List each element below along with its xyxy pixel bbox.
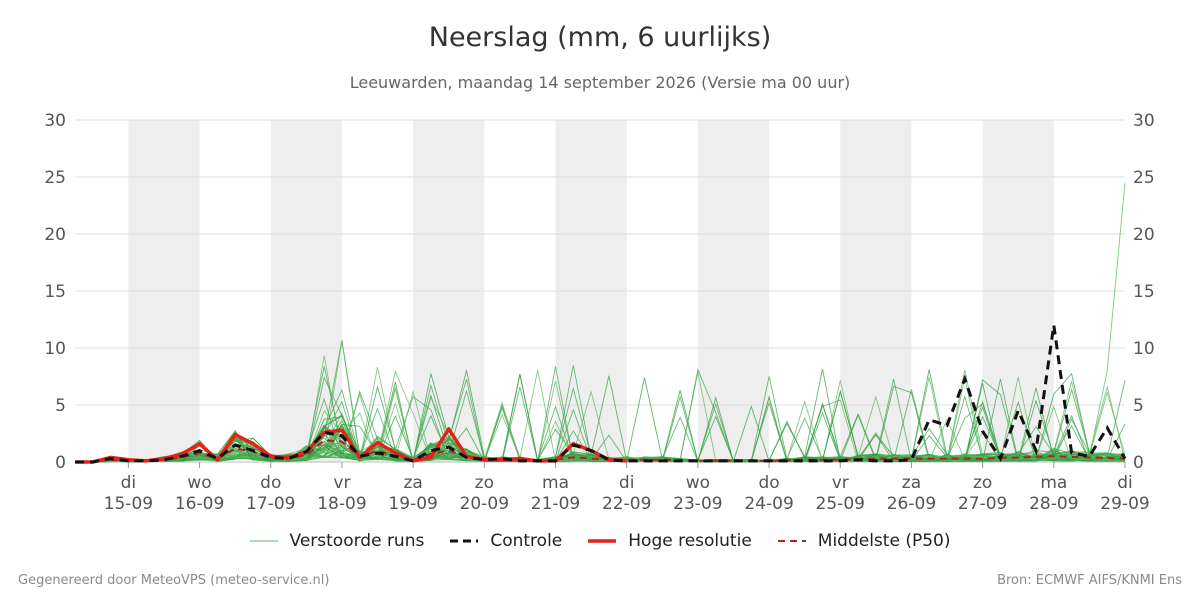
x-tick-date: 27-09 bbox=[958, 494, 1007, 514]
y-tick-label-right: 10 bbox=[1133, 339, 1155, 359]
x-tick-date: 19-09 bbox=[388, 494, 437, 514]
y-tick-label-right: 0 bbox=[1133, 453, 1144, 473]
x-tick-date: 29-09 bbox=[1100, 494, 1149, 514]
legend-label-median: Middelste (P50) bbox=[817, 531, 951, 551]
ensemble-member-line bbox=[75, 378, 1126, 463]
x-tick-date: 20-09 bbox=[460, 494, 509, 514]
legend-swatch-control bbox=[450, 539, 479, 543]
legend-label-highres: Hoge resolutie bbox=[628, 531, 752, 551]
y-tick-label-right: 5 bbox=[1133, 396, 1144, 416]
x-tick-day: do bbox=[260, 473, 281, 493]
x-tick-date: 23-09 bbox=[673, 494, 722, 514]
footer-source: Bron: ECMWF AIFS/KNMI Ens bbox=[997, 573, 1182, 588]
x-tick-day: vr bbox=[832, 473, 849, 493]
x-tick-day: di bbox=[619, 473, 635, 493]
x-tick-day: vr bbox=[333, 473, 350, 493]
legend-swatch-median bbox=[777, 540, 806, 542]
legend-item-highres: Hoge resolutie bbox=[588, 531, 752, 551]
y-tick-label-left: 5 bbox=[55, 396, 66, 416]
legend-swatch-ensemble bbox=[249, 540, 278, 542]
legend-item-control: Controle bbox=[450, 531, 562, 551]
x-tick-date: 21-09 bbox=[531, 494, 580, 514]
y-tick-label-left: 30 bbox=[44, 111, 66, 131]
ensemble-member-line bbox=[75, 396, 1126, 463]
y-tick-label-left: 25 bbox=[44, 168, 66, 188]
legend-label-ensemble: Verstoorde runs bbox=[289, 531, 425, 551]
y-tick-label-left: 20 bbox=[44, 225, 66, 245]
y-tick-label-left: 15 bbox=[44, 282, 66, 302]
x-tick-day: za bbox=[902, 473, 921, 493]
y-tick-label-right: 15 bbox=[1133, 282, 1155, 302]
y-tick-label-left: 10 bbox=[44, 339, 66, 359]
x-tick-day: ma bbox=[542, 473, 569, 493]
legend-item-ensemble: Verstoorde runs bbox=[249, 531, 425, 551]
x-tick-date: 22-09 bbox=[602, 494, 651, 514]
x-tick-day: do bbox=[758, 473, 779, 493]
chart-title: Neerslag (mm, 6 uurlijks) bbox=[428, 22, 772, 53]
x-tick-day: wo bbox=[187, 473, 211, 493]
x-tick-date: 26-09 bbox=[887, 494, 936, 514]
x-tick-day: wo bbox=[686, 473, 710, 493]
ensemble-member-line bbox=[75, 387, 1126, 463]
y-tick-label-right: 30 bbox=[1133, 111, 1155, 131]
x-tick-day: ma bbox=[1040, 473, 1067, 493]
x-tick-date: 24-09 bbox=[744, 494, 793, 514]
x-tick-date: 18-09 bbox=[317, 494, 366, 514]
x-tick-date: 16-09 bbox=[175, 494, 224, 514]
x-tick-day: zo bbox=[973, 473, 992, 493]
chart-legend: Verstoorde runs Controle Hoge resolutie … bbox=[0, 531, 1200, 551]
legend-swatch-highres bbox=[588, 539, 617, 543]
control-line bbox=[75, 324, 1127, 464]
x-tick-date: 17-09 bbox=[246, 494, 295, 514]
y-tick-label-right: 25 bbox=[1133, 168, 1155, 188]
legend-label-control: Controle bbox=[490, 531, 563, 551]
x-tick-day: za bbox=[403, 473, 422, 493]
x-tick-day: zo bbox=[475, 473, 494, 493]
x-tick-date: 28-09 bbox=[1029, 494, 1078, 514]
x-tick-date: 15-09 bbox=[104, 494, 153, 514]
y-tick-label-left: 0 bbox=[55, 453, 66, 473]
y-tick-label-right: 20 bbox=[1133, 225, 1155, 245]
x-tick-date: 25-09 bbox=[816, 494, 865, 514]
x-tick-day: di bbox=[121, 473, 137, 493]
chart-subtitle: Leeuwarden, maandag 14 september 2026 (V… bbox=[349, 73, 851, 92]
footer-generator: Gegenereerd door MeteoVPS (meteo-service… bbox=[18, 573, 330, 588]
legend-item-median: Middelste (P50) bbox=[777, 531, 951, 551]
x-tick-day: di bbox=[1117, 473, 1133, 493]
